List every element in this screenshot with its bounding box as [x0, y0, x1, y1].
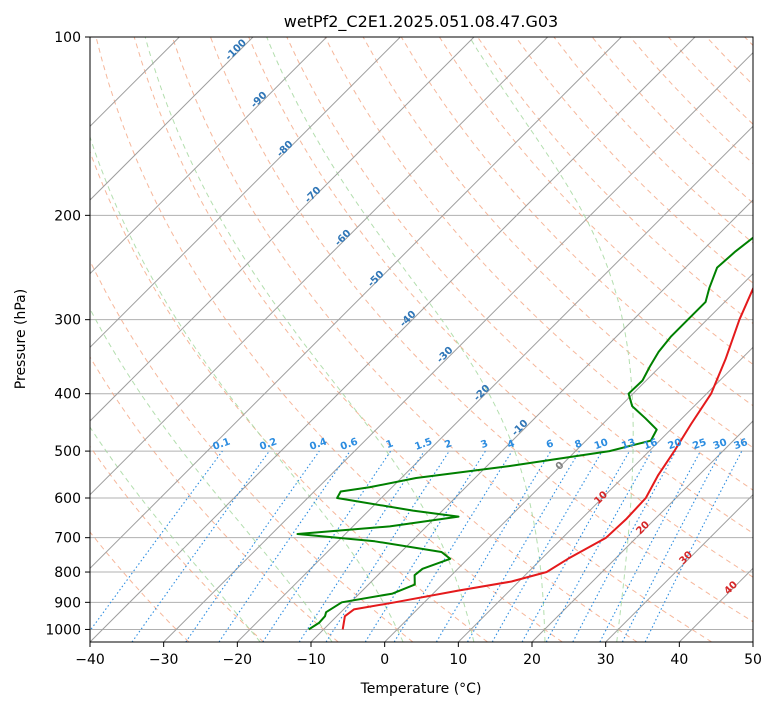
x-tick-label: 40	[670, 652, 688, 668]
x-tick-label: 10	[449, 652, 467, 668]
x-axis-label: Temperature (°C)	[360, 681, 482, 697]
x-tick-label: 20	[523, 652, 541, 668]
x-tick-label: −20	[223, 652, 253, 668]
y-axis-label: Pressure (hPa)	[13, 289, 29, 389]
y-tick-label: 700	[54, 531, 81, 547]
y-tick-label: 600	[54, 491, 81, 507]
x-tick-label: −40	[75, 652, 105, 668]
x-tick-label: 50	[744, 652, 762, 668]
y-tick-label: 300	[54, 313, 81, 329]
y-tick-label: 200	[54, 208, 81, 224]
x-tick-label: −30	[149, 652, 179, 668]
chart-title: wetPf2_C2E1.2025.051.08.47.G03	[284, 12, 558, 32]
y-tick-label: 100	[54, 30, 81, 46]
x-tick-label: 30	[597, 652, 615, 668]
y-tick-label: 1000	[45, 622, 81, 638]
x-tick-label: 0	[380, 652, 389, 668]
y-tick-label: 900	[54, 595, 81, 611]
y-tick-label: 500	[54, 444, 81, 460]
y-tick-label: 800	[54, 565, 81, 581]
y-tick-label: 400	[54, 387, 81, 403]
x-tick-label: −10	[296, 652, 326, 668]
